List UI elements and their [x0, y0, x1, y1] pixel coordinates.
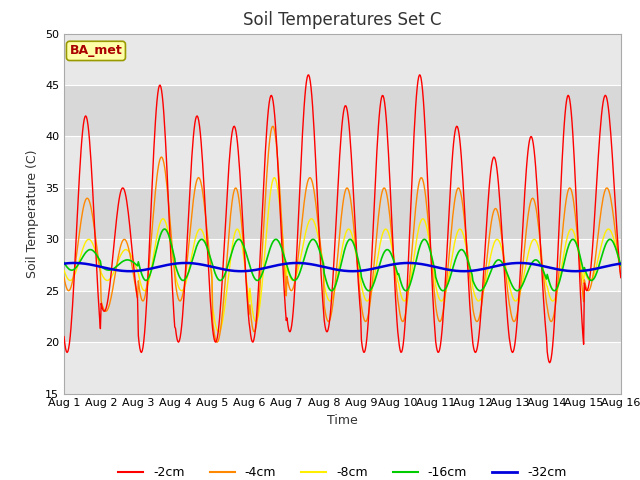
Text: BA_met: BA_met: [70, 44, 122, 58]
Bar: [64, 291, 621, 342]
Bar: [64, 240, 621, 291]
Bar: [64, 342, 621, 394]
Bar: [64, 188, 621, 240]
X-axis label: Time: Time: [327, 414, 358, 427]
Bar: [64, 136, 621, 188]
Title: Soil Temperatures Set C: Soil Temperatures Set C: [243, 11, 442, 29]
Bar: [64, 34, 621, 85]
Legend: -2cm, -4cm, -8cm, -16cm, -32cm: -2cm, -4cm, -8cm, -16cm, -32cm: [113, 461, 572, 480]
Bar: [64, 85, 621, 136]
Y-axis label: Soil Temperature (C): Soil Temperature (C): [26, 149, 40, 278]
